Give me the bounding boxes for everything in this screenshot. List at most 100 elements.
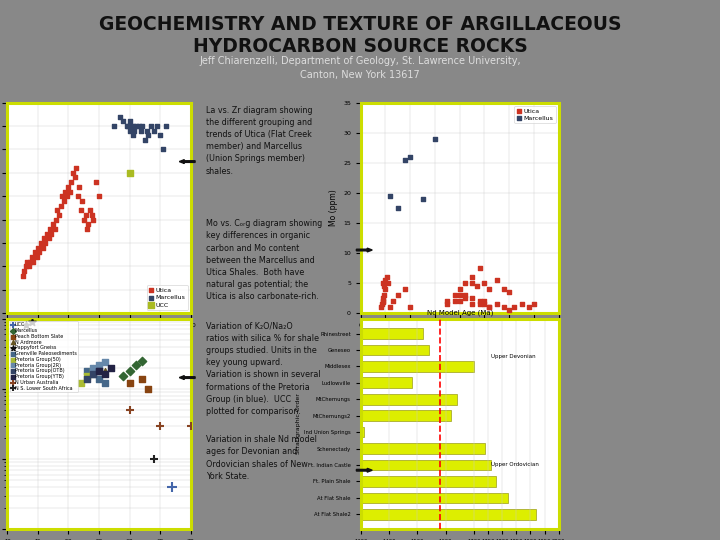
Utica [449,297,461,306]
Utica [479,297,490,306]
Utica [61,192,73,200]
N Ardmore [94,360,105,369]
Utica [33,248,45,256]
Marcellus [145,122,157,130]
Pappyfort Gneiss [26,318,37,326]
Marcellus [122,122,133,130]
Pretoria Group(OTB) [81,374,93,383]
Utica [23,262,35,271]
Pappyfort Gneiss [20,321,32,330]
Marcellus [139,136,150,144]
Marcellus [124,117,135,126]
Utica [479,300,490,308]
Utica [454,285,466,293]
Utica [379,291,390,300]
Utica [516,300,527,308]
Utica [81,225,93,233]
Marcellus [148,126,160,135]
Utica [484,303,495,312]
Pretoria Group(OTB) [94,367,105,375]
X-axis label: Zirconium (ppm): Zirconium (ppm) [67,334,131,342]
Pretoria Group(50) [75,379,86,388]
Bar [361,443,485,454]
Utica [503,306,515,314]
Utica [43,234,55,242]
Utica [94,192,105,200]
Utica [31,253,42,261]
Utica [379,285,391,293]
Utica [40,239,51,247]
Utica [26,253,37,261]
Text: La vs. Zr diagram showing
the different grouping and
trends of Utica (Flat Creek: La vs. Zr diagram showing the different … [206,106,312,176]
Marcellus [130,122,141,130]
Peach Bottom Slate [124,379,135,388]
Utica [467,273,478,281]
Marcellus [417,194,428,203]
Marcellus [136,122,148,130]
Utica [84,206,96,214]
N Ardmore [87,363,99,372]
Utica [375,303,387,312]
Bar [361,509,536,519]
Marcellus [400,156,411,164]
Title: Nd Model Age (Ma): Nd Model Age (Ma) [426,309,493,316]
Legend: Utica, Marcellus: Utica, Marcellus [515,106,556,123]
Utica [66,178,77,186]
Marcellus [136,356,148,365]
Marcellus [405,152,416,161]
Pretoria Group(50) [87,367,99,375]
Utica [484,303,495,312]
Utica [459,279,470,287]
Utica [376,300,387,308]
Utica [52,206,63,214]
N S. Lower South Africa [148,455,160,463]
N Ardmore [99,367,111,375]
Utica [392,291,404,300]
Text: Variation of K₂O/Na₂O
ratios with silica % for shale
groups studied. Units in th: Variation of K₂O/Na₂O ratios with silica… [206,322,320,416]
Marcellus [114,112,126,121]
Peach Bottom Slate [143,384,154,393]
UCC [167,483,179,491]
Legend: UCC, Marcellus, Peach Bottom Slate, N Ardmore, Pappyfort Gneiss, Grenville Paleo: UCC, Marcellus, Peach Bottom Slate, N Ar… [9,321,78,392]
Utica [523,303,535,312]
Pretoria Group(50) [81,372,93,381]
Bar [361,410,451,421]
Pretoria Group(YTB) [94,367,105,375]
Utica [381,273,392,281]
Marcellus [141,126,153,135]
Bar [361,394,457,404]
Marcellus [127,131,138,140]
Text: Variation in shale Nd model
ages for Devonian and
Ordovician shales of New
York : Variation in shale Nd model ages for Dev… [206,435,317,481]
Utica [64,187,76,196]
Utica [467,294,478,302]
Pretoria Group(2R) [87,363,99,372]
Utica [377,298,389,307]
Marcellus [133,122,145,130]
Legend: Utica, Marcellus, UCC: Utica, Marcellus, UCC [147,285,188,310]
UCC [124,168,135,177]
Text: Jeff Chiarenzelli, Department of Geology, St. Lawrence University,
Canton, New Y: Jeff Chiarenzelli, Department of Geology… [199,56,521,80]
Bar [361,427,364,437]
Utica [498,285,510,293]
Utica [49,225,60,233]
Marcellus [158,145,169,154]
Utica [491,300,503,308]
Utica [459,291,470,300]
Grenville Paleosediments [81,367,93,375]
Text: GEOCHEMISTRY AND TEXTURE OF ARGILLACEOUS
HYDROCARBON SOURCE ROCKS: GEOCHEMISTRY AND TEXTURE OF ARGILLACEOUS… [99,15,621,56]
Utica [474,297,485,306]
Utica [454,291,466,300]
Marcellus [121,122,132,130]
Utica [78,215,89,224]
Utica [53,211,65,219]
Utica [21,258,32,266]
Utica [29,248,40,256]
Utica [90,178,102,186]
Peach Bottom Slate [136,374,148,383]
Utica [498,303,510,312]
Utica [400,285,411,293]
Marcellus [130,360,142,369]
Utica [378,294,390,302]
X-axis label: Corganic (%): Corganic (%) [435,334,485,342]
Utica [32,244,44,252]
